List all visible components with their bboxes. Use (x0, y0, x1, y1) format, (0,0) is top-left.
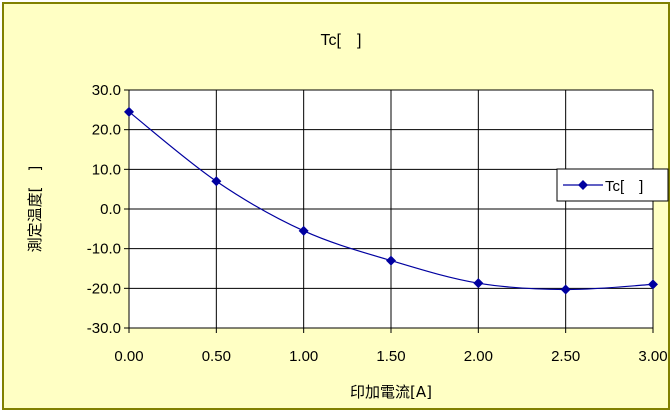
x-tick-labels: 0.00 0.50 1.00 1.50 2.00 2.50 3.00 (114, 348, 667, 365)
x-tick-label: 1.50 (376, 348, 405, 365)
data-point (648, 279, 658, 290)
x-tick-label: 1.00 (289, 348, 318, 365)
chart-title: Tc[ ] (321, 32, 362, 49)
y-tick-label: 0.0 (100, 201, 121, 218)
legend-label: Tc[ ] (605, 178, 643, 195)
x-axis-label: 印加電流[A] (350, 383, 432, 401)
legend: Tc[ ] (556, 168, 669, 202)
data-point (211, 176, 222, 187)
x-tick-label: 3.00 (638, 348, 667, 365)
y-tick-label: -30.0 (87, 320, 121, 337)
series-markers (124, 106, 658, 295)
x-tick-label: 2.00 (464, 348, 493, 365)
y-tick-label: 10.0 (92, 161, 121, 178)
y-tick-label: 20.0 (92, 122, 121, 139)
data-point (386, 255, 396, 266)
data-point (124, 106, 134, 117)
data-point (298, 225, 309, 236)
y-axis-label: 測定温度[ ] (26, 166, 44, 253)
data-point (560, 284, 571, 295)
data-point (473, 278, 484, 289)
x-tick-label: 2.50 (551, 348, 580, 365)
x-tick-label: 0.50 (202, 348, 231, 365)
y-tick-label: -10.0 (87, 241, 121, 258)
x-tick-label: 0.00 (114, 348, 143, 365)
y-tick-label: -20.0 (87, 280, 121, 297)
y-tick-label: 30.0 (92, 82, 121, 99)
y-tick-labels: 30.0 20.0 10.0 0.0 -10.0 -20.0 -30.0 (87, 82, 121, 337)
legend-marker (578, 180, 588, 190)
